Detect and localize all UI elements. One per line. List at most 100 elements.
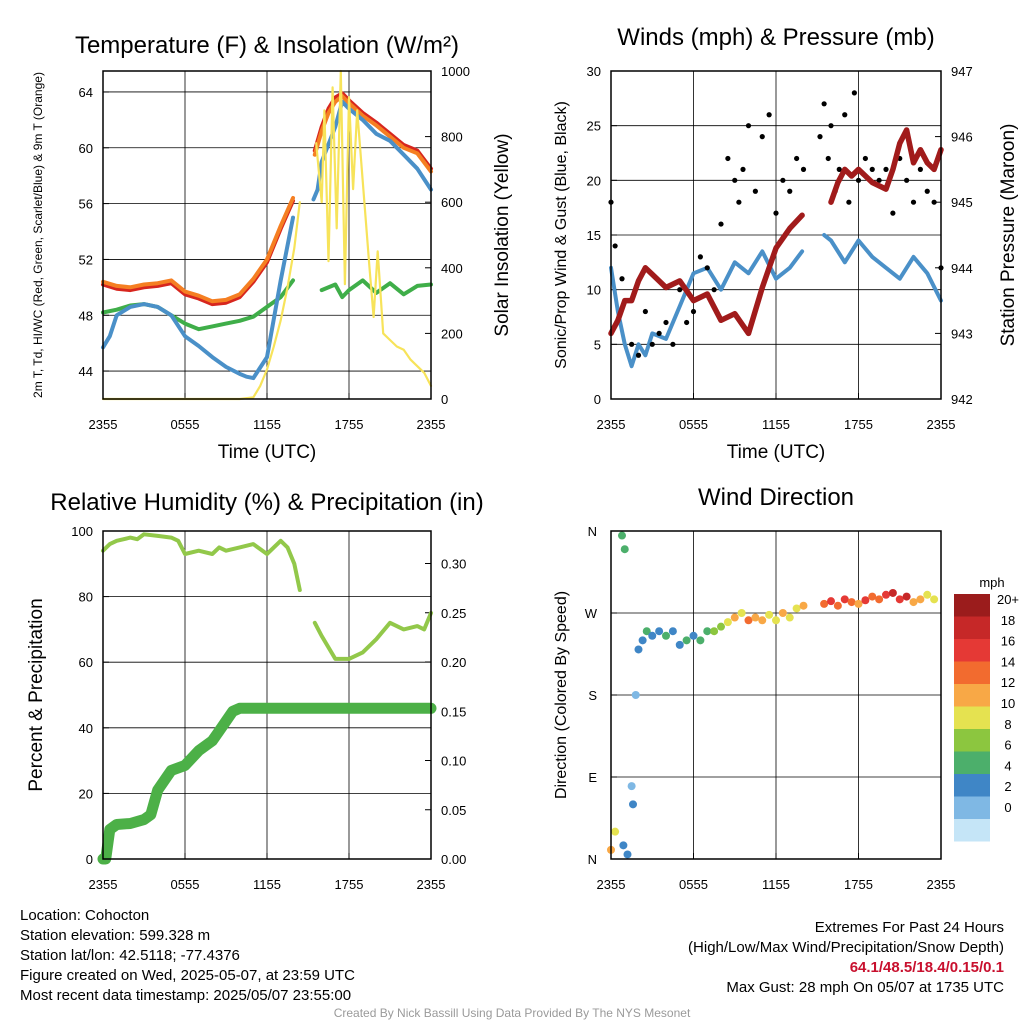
wind-gust-point [745, 123, 752, 129]
dir-direction-point [888, 588, 897, 597]
temp-y2-tick-label: 1000 [441, 64, 470, 79]
wind-x-tick-label: 1755 [844, 417, 873, 432]
extremes-title: Extremes For Past 24 Hours [814, 919, 1004, 936]
dir-direction-point [623, 850, 632, 859]
wind-y-tick-label: 0 [594, 392, 601, 407]
wind-gust-point [773, 210, 779, 216]
dir-direction-point [930, 595, 939, 604]
dir-x-tick-label: 2355 [927, 877, 956, 892]
wind-gust-point [924, 188, 930, 194]
dir-direction-point [717, 622, 725, 631]
elevation-text: Station elevation: 599.328 m [20, 927, 211, 944]
temp-title: Temperature (F) & Insolation (W/m²) [75, 32, 459, 59]
temp-y2-axis-label: Solar Insolation (Yellow) [492, 133, 513, 336]
rh-y-tick-label: 40 [79, 721, 93, 736]
wind-gust-point [800, 166, 807, 172]
rh-frame [102, 530, 432, 860]
dir-direction-point [820, 599, 829, 608]
dir-legend-label: 6 [1004, 738, 1011, 753]
wind-gust-point [855, 177, 862, 183]
wind-x-tick-label: 1155 [762, 417, 790, 432]
rh-series-precipitation [97, 702, 437, 865]
wind-series-station-pressure [608, 127, 944, 337]
wind-y-tick-label: 15 [587, 228, 601, 243]
wind-gust-point [619, 276, 625, 282]
wind-gust-point [704, 265, 710, 271]
dir-direction-point [868, 592, 877, 601]
wind-gust-point [663, 319, 669, 326]
dir-legend-label: 14 [1001, 654, 1015, 669]
dir-y-tick-label: N [588, 852, 597, 867]
dir-direction-point [847, 598, 856, 607]
wind-gust-point [890, 210, 896, 216]
dir-direction-point [648, 631, 657, 640]
dir-legend-swatch [954, 639, 990, 662]
dir-legend-swatch [954, 594, 990, 617]
temp-x-axis-label: Time (UTC) [218, 442, 317, 463]
dir-direction-point [778, 609, 787, 617]
dir-direction-point [902, 592, 911, 601]
wind-gust-point [656, 330, 662, 336]
wind-gust-point [677, 287, 683, 293]
wind-y-axis-label: Sonic/Prop Wind & Gust (Blue, Black) [553, 101, 570, 369]
wind-gust-point [629, 341, 635, 347]
wind-gust-point [876, 177, 882, 183]
dir-legend-label: 2 [1004, 779, 1011, 794]
temp-y-tick-label: 52 [79, 252, 93, 267]
dir-frame [610, 530, 942, 860]
wind-gust-point [752, 188, 758, 194]
dir-legend-label: 0 [1004, 800, 1011, 815]
dir-direction-point [744, 616, 753, 625]
temp-y-tick-label: 64 [79, 85, 93, 100]
wind-gust-point [794, 155, 800, 162]
station-info: Location: Cohocton Station elevation: 59… [20, 906, 355, 1006]
dir-direction-point [882, 590, 890, 599]
dir-direction-point [723, 618, 732, 627]
rh-x-tick-label: 2355 [417, 877, 446, 892]
rh-y-axis-label: Percent & Precipitation [26, 598, 47, 791]
temp-y-axis-label: 2m T, Td, HI/WC (Red, Green, Scarlet/Blu… [31, 72, 45, 398]
dir-legend-label: 20+ [997, 592, 1019, 607]
created-text: Figure created on Wed, 2025-05-07, at 23… [20, 967, 355, 984]
wind-gust-point [649, 341, 655, 347]
wind-gust-point [697, 254, 703, 260]
dir-direction-point [627, 782, 636, 791]
dir-direction-point [619, 841, 628, 850]
max-gust-text: Max Gust: 28 mph On 05/07 at 1735 UTC [726, 979, 1004, 996]
wind-gust-point [825, 155, 831, 162]
wind-gust-point [759, 134, 765, 140]
dir-direction-point [909, 598, 918, 607]
rh-y2-tick-label: 0.25 [441, 606, 466, 621]
rh-y-tick-label: 80 [79, 590, 93, 605]
dir-legend-swatch [954, 819, 990, 842]
wind-gust-point [817, 134, 823, 140]
dir-legend-swatch [954, 729, 990, 752]
rh-y2-tick-label: 0.30 [441, 557, 466, 572]
dir-legend-label: 16 [1001, 634, 1015, 649]
dir-direction-point [895, 595, 904, 604]
wind-gust-point [917, 166, 923, 172]
location-text: Location: Cohocton [20, 907, 150, 924]
dir-direction-point [875, 595, 884, 604]
temp-y2-tick-label: 200 [441, 326, 463, 341]
dir-direction-point [696, 636, 705, 645]
dir-direction-point [765, 610, 774, 619]
wind-y2-tick-label: 946 [951, 130, 973, 145]
dir-direction-point [631, 691, 640, 699]
wind-gust-point [711, 287, 717, 293]
rh-x-tick-label: 1155 [253, 877, 281, 892]
rh-y2-tick-label: 0.05 [441, 803, 466, 818]
dir-direction-point [799, 601, 808, 610]
dir-legend-label: 8 [1004, 717, 1011, 732]
wind-frame [610, 70, 942, 400]
rh-y-tick-label: 100 [71, 524, 93, 539]
wind-y2-axis-label: Station Pressure (Maroon) [998, 124, 1019, 347]
temp-x-tick-label: 2355 [89, 417, 118, 432]
dir-legend-swatch [954, 751, 990, 774]
dir-direction-point [655, 627, 664, 636]
dir-direction-point [682, 636, 691, 645]
wind-gust-point [851, 90, 857, 96]
wind-x-tick-label: 2355 [927, 417, 956, 432]
wind-y-tick-label: 30 [587, 64, 601, 79]
dir-direction-point [833, 601, 842, 610]
